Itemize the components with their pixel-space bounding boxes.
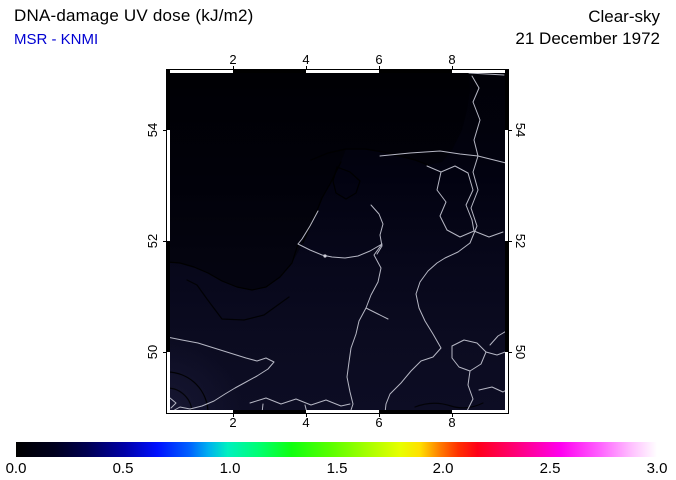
sea-region: [167, 70, 470, 290]
lat-tick-label-right-50: 50: [513, 344, 528, 360]
tick-mark: [306, 66, 307, 70]
tick-mark: [306, 413, 307, 417]
colorbar-label-3: 1.5: [326, 460, 348, 477]
tick-mark: [508, 241, 512, 242]
colorbar-label-1: 0.5: [112, 460, 134, 477]
colorbar-label-0: 0.0: [5, 460, 27, 477]
map-frame-left: [167, 70, 170, 413]
tick-mark: [233, 413, 234, 417]
tick-mark: [163, 352, 167, 353]
lat-tick-label-left-54: 54: [145, 122, 160, 138]
map-frame-right: [505, 70, 508, 413]
tick-mark: [379, 413, 380, 417]
colorbar-label-5: 2.5: [539, 460, 561, 477]
tick-mark: [379, 66, 380, 70]
colorbar-label-4: 2.0: [432, 460, 454, 477]
confluence-dot: [323, 254, 327, 258]
tick-mark: [163, 130, 167, 131]
tick-mark: [452, 66, 453, 70]
tick-mark: [508, 352, 512, 353]
map-plot: [166, 69, 509, 414]
tick-mark: [508, 130, 512, 131]
map-geography-svg: [167, 70, 508, 413]
sky-condition-label: Clear-sky: [588, 7, 660, 26]
tick-mark: [452, 413, 453, 417]
date-label: 21 December 1972: [515, 29, 660, 48]
coastline-paths: [167, 148, 484, 413]
lon-tick-label-top-2: 2: [229, 52, 237, 67]
lat-tick-label-left-52: 52: [145, 233, 160, 249]
map-frame-bottom: [167, 410, 508, 413]
lat-tick-label-right-52: 52: [513, 233, 528, 249]
tick-mark: [163, 241, 167, 242]
colorbar-label-6: 3.0: [646, 460, 668, 477]
colorbar: [16, 442, 657, 457]
data-source-label: MSR - KNMI: [14, 31, 99, 48]
lon-tick-label-top-6: 6: [375, 52, 383, 67]
page-title: DNA-damage UV dose (kJ/m2): [14, 6, 254, 25]
lon-tick-label-bottom-6: 6: [375, 415, 383, 430]
tick-mark: [233, 66, 234, 70]
lon-tick-label-top-4: 4: [302, 52, 310, 67]
header-right: Clear-sky 21 December 1972: [515, 6, 660, 50]
lon-tick-label-bottom-4: 4: [302, 415, 310, 430]
lon-tick-label-top-8: 8: [448, 52, 456, 67]
lat-tick-label-right-54: 54: [513, 122, 528, 138]
lon-tick-label-bottom-8: 8: [448, 415, 456, 430]
lat-tick-label-left-50: 50: [145, 344, 160, 360]
colorbar-label-2: 1.0: [219, 460, 241, 477]
river-paths: [167, 72, 508, 413]
lon-tick-label-bottom-2: 2: [229, 415, 237, 430]
map-frame-top: [167, 70, 508, 73]
